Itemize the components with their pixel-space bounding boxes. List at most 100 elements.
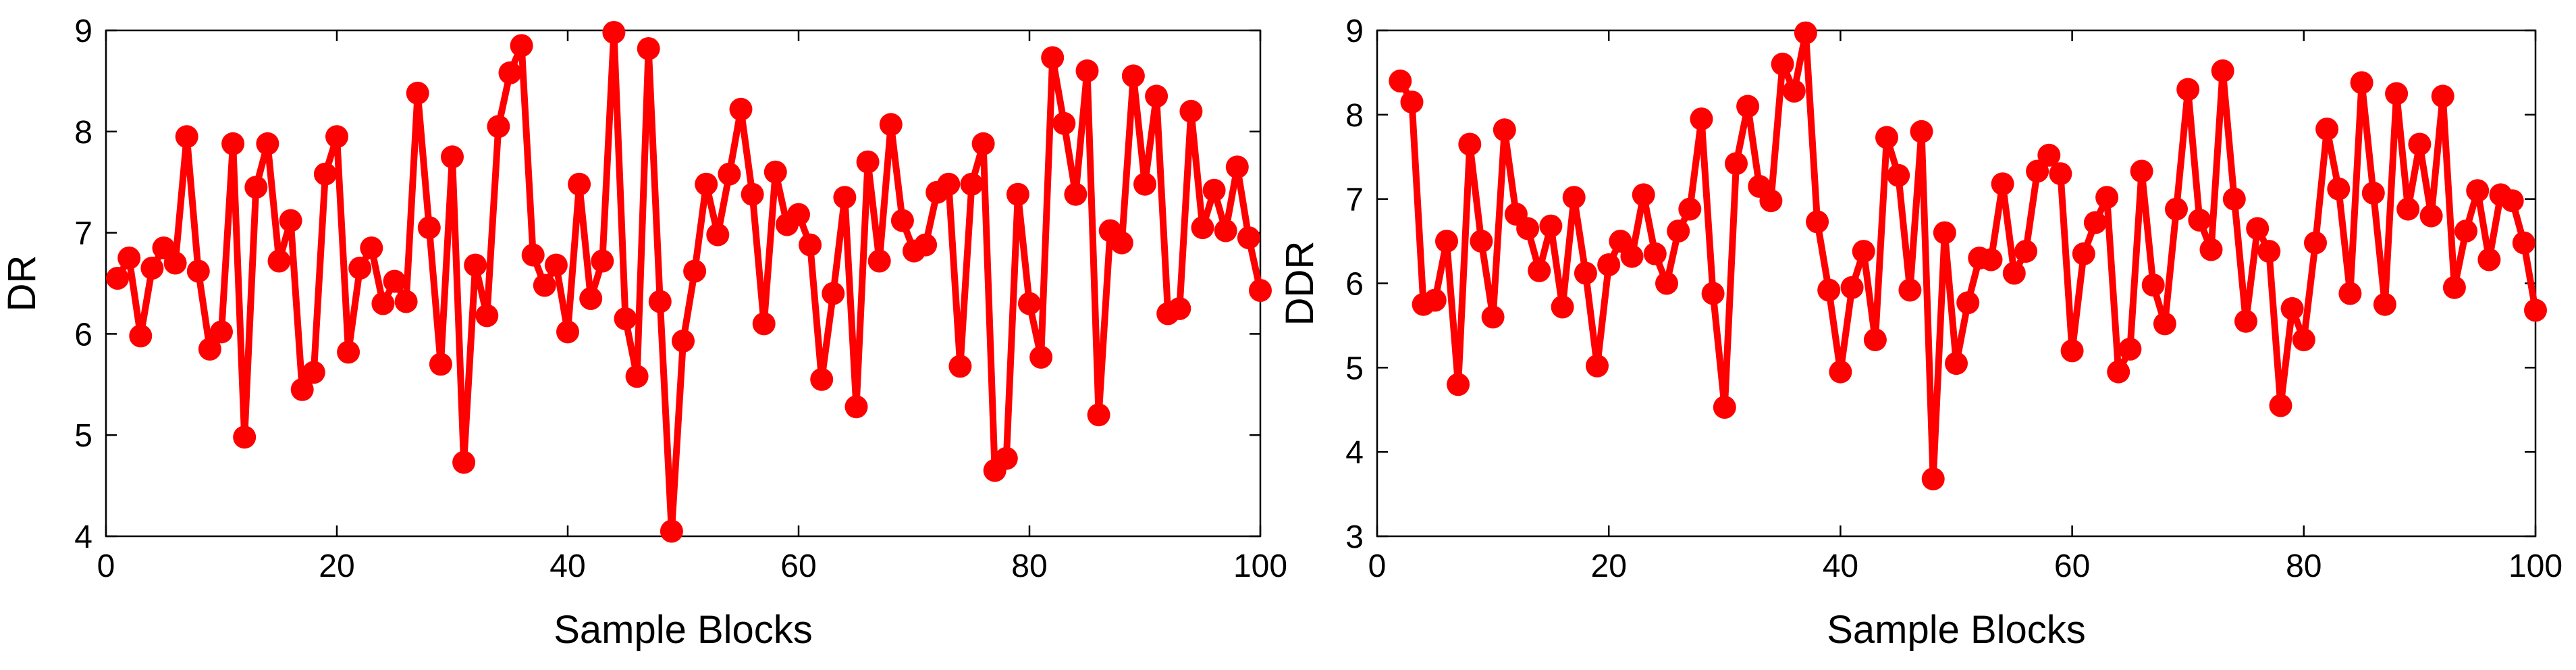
data-point (867, 249, 891, 273)
data-point (1145, 84, 1169, 108)
x-tick-label: 60 (2054, 548, 2090, 584)
data-point (2083, 211, 2107, 234)
data-point (2431, 84, 2454, 108)
data-point (175, 125, 198, 149)
data-point (1817, 278, 1841, 302)
data-point (267, 249, 291, 273)
data-point (1237, 226, 1260, 250)
data-point (614, 307, 637, 330)
data-point (960, 172, 984, 196)
data-point (129, 324, 153, 348)
data-point (2454, 220, 2477, 243)
data-point (752, 312, 776, 336)
data-point (1539, 214, 1563, 238)
data-point (394, 290, 418, 313)
data-point (2280, 297, 2304, 320)
data-point (1121, 64, 1145, 88)
data-point (729, 97, 753, 121)
data-point (2165, 197, 2188, 221)
data-point (1075, 59, 1099, 82)
data-point (787, 203, 810, 226)
data-point (648, 290, 672, 313)
data-point (1133, 172, 1156, 196)
data-point (2176, 78, 2200, 101)
data-point (890, 209, 914, 232)
data-point (487, 115, 510, 138)
data-point (2385, 82, 2409, 105)
y-tick-label: 8 (1345, 98, 1364, 134)
data-point (244, 176, 268, 199)
data-point (1875, 126, 1898, 149)
data-point (348, 257, 372, 280)
data-point (2141, 274, 2165, 297)
data-point (1852, 240, 1875, 263)
data-point (510, 34, 533, 57)
data-point (117, 247, 141, 269)
y-tick-label: 7 (1345, 182, 1364, 218)
data-point (2466, 179, 2490, 203)
y-tick-label: 6 (1345, 267, 1364, 303)
data-point (2199, 238, 2223, 261)
x-tick-label: 40 (549, 548, 585, 584)
data-point (2246, 217, 2270, 240)
y-tick-label: 5 (74, 418, 92, 454)
data-point (1493, 118, 1516, 142)
data-point (544, 253, 568, 277)
data-point (2292, 328, 2315, 352)
data-point (683, 259, 707, 283)
data-point (2408, 132, 2432, 156)
data-point (591, 249, 614, 273)
data-point (2361, 181, 2385, 205)
data-point (1956, 291, 1980, 315)
data-point (1389, 69, 1412, 93)
data-point (313, 162, 337, 186)
data-point (1516, 217, 1540, 240)
data-point (2500, 189, 2524, 213)
data-point (2396, 197, 2420, 221)
data-point (741, 182, 764, 206)
data-point (302, 361, 325, 384)
data-point (1910, 120, 1933, 143)
data-point (1806, 210, 1829, 234)
x-tick-label: 80 (2286, 548, 2322, 584)
data-point (464, 253, 487, 277)
data-point (198, 337, 221, 361)
data-point (810, 367, 834, 391)
data-point (1179, 99, 1203, 123)
x-tick-label: 20 (319, 548, 354, 584)
data-point (833, 186, 857, 209)
y-axis-label: DR (0, 255, 44, 312)
data-point (2338, 282, 2362, 305)
data-point (256, 132, 279, 155)
data-point (879, 113, 903, 136)
data-point (2373, 292, 2396, 316)
data-point (718, 162, 741, 186)
data-point (1435, 230, 1458, 253)
data-point (1214, 219, 1237, 242)
data-point (971, 132, 995, 155)
y-tick-label: 3 (1345, 519, 1364, 555)
data-point (625, 365, 649, 388)
data-point (937, 172, 961, 196)
data-point (556, 320, 579, 344)
data-point (2442, 276, 2466, 299)
data-point (371, 292, 395, 315)
data-point (2524, 299, 2547, 322)
data-point (2222, 187, 2246, 211)
data-point (822, 282, 845, 305)
data-point (2234, 309, 2257, 333)
data-point (360, 236, 383, 260)
data-point (2049, 162, 2072, 186)
data-point (163, 251, 187, 275)
data-point (948, 355, 972, 378)
data-point (1794, 21, 1817, 45)
data-point (856, 150, 880, 174)
data-point (1041, 46, 1065, 70)
data-point (279, 209, 302, 232)
data-point (2072, 242, 2095, 265)
data-point (1945, 352, 1968, 376)
data-point (1191, 216, 1214, 240)
data-point (1632, 183, 1655, 207)
data-point (2118, 337, 2142, 361)
